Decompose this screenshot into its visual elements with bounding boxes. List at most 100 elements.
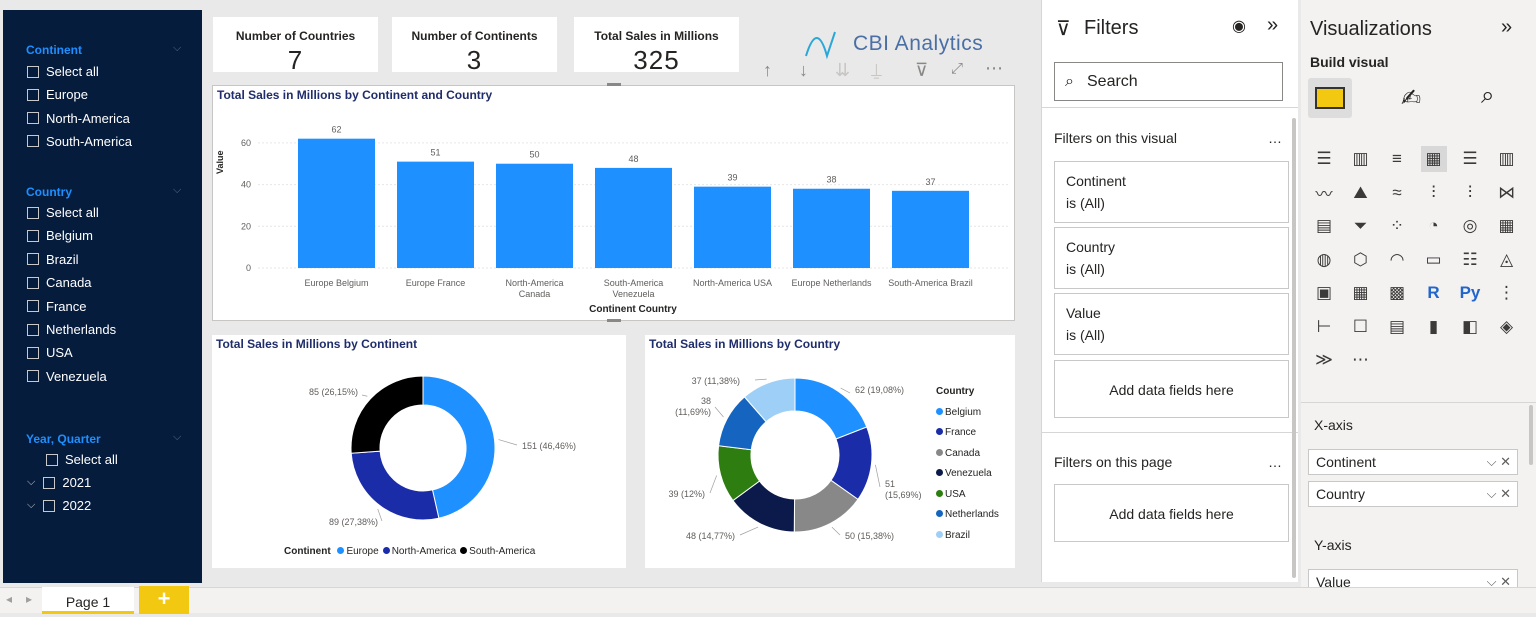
donut-slice[interactable] bbox=[743, 377, 796, 423]
checkbox[interactable] bbox=[27, 88, 39, 101]
remove-field-icon[interactable]: ⌵ ✕ bbox=[1486, 486, 1511, 501]
build-visual-tab[interactable] bbox=[1308, 78, 1352, 118]
100-column-chart-icon[interactable]: ▥ bbox=[1498, 149, 1515, 168]
filter-card-continent[interactable]: Continent is (All) bbox=[1054, 161, 1289, 223]
python-visual-icon[interactable]: Py bbox=[1459, 283, 1481, 302]
expand-chevron-icon[interactable]: ⌵ bbox=[27, 476, 36, 488]
remove-field-icon[interactable]: ⌵ ✕ bbox=[1486, 454, 1511, 469]
chevron-down-icon[interactable]: ⌵ bbox=[173, 42, 182, 54]
multi-row-card-icon[interactable]: ☷ bbox=[1462, 249, 1478, 269]
x-axis-field-country[interactable]: Country ⌵ ✕ bbox=[1308, 481, 1518, 507]
filter-search-input[interactable]: ⌕ Search bbox=[1054, 62, 1283, 101]
goals-icon[interactable]: ≫ bbox=[1315, 350, 1333, 369]
donut-slice[interactable] bbox=[350, 375, 424, 454]
format-visual-icon[interactable]: ✍ bbox=[1401, 85, 1422, 112]
legend-item[interactable]: France bbox=[936, 423, 999, 444]
legend-item[interactable]: Netherlands bbox=[936, 505, 999, 526]
focus-mode-icon[interactable]: ⤢ bbox=[951, 60, 964, 77]
stacked-column-chart-icon[interactable]: ▥ bbox=[1352, 149, 1369, 168]
more-visuals-icon[interactable]: ⋯ bbox=[1352, 350, 1369, 369]
chevron-left-icon[interactable]: ◂ bbox=[6, 592, 13, 606]
x-axis-field-continent[interactable]: Continent ⌵ ✕ bbox=[1308, 449, 1518, 475]
100-bar-chart-icon[interactable]: ☰ bbox=[1462, 149, 1478, 168]
treemap-icon[interactable]: ▦ bbox=[1498, 216, 1515, 235]
checkbox[interactable] bbox=[27, 253, 39, 266]
paginated-report-icon[interactable]: ▮ bbox=[1428, 316, 1439, 336]
stacked-bar-chart-icon[interactable]: ☰ bbox=[1316, 149, 1332, 168]
ribbon-chart-icon[interactable]: ⋈ bbox=[1498, 182, 1515, 202]
slicer-item-north-america[interactable]: North-America bbox=[27, 111, 130, 126]
slicer-item-select-all[interactable]: Select all bbox=[27, 64, 99, 79]
expand-chevron-icon[interactable]: ⌵ bbox=[27, 499, 36, 511]
bar[interactable] bbox=[496, 163, 573, 268]
legend-item[interactable]: North-America bbox=[382, 546, 456, 557]
expand-level-icon[interactable]: ⇊ bbox=[835, 60, 851, 80]
add-data-fields-visual[interactable]: Add data fields here bbox=[1054, 360, 1289, 418]
kpi-card-continents[interactable]: Number of Continents 3 bbox=[392, 17, 557, 75]
power-apps-icon[interactable]: ◧ bbox=[1461, 316, 1479, 336]
eye-icon[interactable]: ◉ bbox=[1232, 18, 1246, 35]
scrollbar[interactable] bbox=[1292, 118, 1296, 578]
more-options-icon[interactable]: … bbox=[1268, 130, 1282, 146]
line-chart-icon[interactable]: 〰 bbox=[1315, 185, 1333, 204]
donut-country-visual[interactable]: Total Sales in Millions by Country 62 (1… bbox=[645, 335, 1015, 568]
checkbox[interactable] bbox=[27, 135, 39, 148]
drill-down-icon[interactable]: ↓ bbox=[799, 60, 808, 80]
qa-icon[interactable]: ☐ bbox=[1352, 316, 1369, 336]
checkbox[interactable] bbox=[27, 112, 39, 125]
scatter-chart-icon[interactable]: ⁘ bbox=[1389, 216, 1405, 235]
filter-icon[interactable]: ⊽ bbox=[915, 60, 929, 80]
checkbox[interactable] bbox=[27, 300, 39, 313]
slicer-item-south-america[interactable]: South-America bbox=[27, 134, 132, 149]
matrix-icon[interactable]: ▩ bbox=[1388, 283, 1406, 302]
drill-up-icon[interactable]: ↑ bbox=[763, 60, 772, 80]
area-chart-icon[interactable]: ⛰ bbox=[1353, 182, 1368, 202]
clustered-column-chart-icon[interactable]: ▦ bbox=[1420, 146, 1447, 172]
scrollbar[interactable] bbox=[1529, 405, 1533, 465]
smart-narrative-icon[interactable]: ▤ bbox=[1388, 316, 1406, 336]
add-data-fields-page[interactable]: Add data fields here bbox=[1054, 484, 1289, 542]
slicer-item-canada[interactable]: Canada bbox=[27, 275, 92, 290]
slicer-item-brazil[interactable]: Brazil bbox=[27, 252, 79, 267]
checkbox[interactable] bbox=[27, 323, 39, 336]
r-visual-icon[interactable]: R bbox=[1427, 283, 1440, 302]
slicer-item-france[interactable]: France bbox=[27, 299, 86, 314]
line-column-chart-icon[interactable]: ⫶ bbox=[1431, 182, 1436, 202]
filled-map-icon[interactable]: ⬡ bbox=[1353, 249, 1368, 269]
slicer-icon[interactable]: ▣ bbox=[1315, 283, 1333, 302]
slicer-item-belgium[interactable]: Belgium bbox=[27, 228, 93, 243]
slicer-item-select-all[interactable]: Select all bbox=[27, 205, 99, 220]
slicer-item-select-all[interactable]: Select all bbox=[46, 452, 118, 467]
tab-page-1[interactable]: Page 1 bbox=[42, 587, 134, 614]
donut-continent-visual[interactable]: Total Sales in Millions by Continent 151… bbox=[212, 335, 626, 568]
bar[interactable] bbox=[892, 190, 969, 268]
funnel-icon[interactable]: ⏷ bbox=[1353, 216, 1368, 235]
checkbox[interactable] bbox=[43, 499, 56, 512]
legend-item[interactable]: Belgium bbox=[936, 403, 999, 424]
legend-item[interactable]: USA bbox=[936, 485, 999, 506]
donut-slice[interactable] bbox=[350, 450, 440, 521]
bar[interactable] bbox=[397, 161, 474, 268]
chevron-down-icon[interactable]: ⌵ bbox=[173, 431, 182, 443]
clustered-bar-chart-icon[interactable]: ≡ bbox=[1392, 149, 1402, 168]
gauge-icon[interactable]: ◠ bbox=[1389, 249, 1405, 269]
chevron-right-icon[interactable]: ▸ bbox=[26, 592, 33, 606]
resize-handle[interactable] bbox=[607, 83, 621, 86]
bar-chart-visual[interactable]: Total Sales in Millions by Continent and… bbox=[212, 85, 1015, 321]
analytics-icon[interactable]: ⌕ bbox=[1481, 82, 1495, 109]
slicer-item-2021[interactable]: ⌵ 2021 bbox=[27, 475, 91, 490]
bar[interactable] bbox=[595, 167, 672, 268]
checkbox[interactable] bbox=[46, 453, 58, 466]
bar[interactable] bbox=[793, 188, 870, 268]
checkbox[interactable] bbox=[27, 229, 39, 242]
checkbox[interactable] bbox=[27, 65, 39, 78]
slicer-item-europe[interactable]: Europe bbox=[27, 87, 88, 102]
kpi-card-sales[interactable]: Total Sales in Millions 325 bbox=[574, 17, 739, 75]
checkbox[interactable] bbox=[43, 476, 56, 489]
donut-slice[interactable] bbox=[422, 375, 496, 519]
decomposition-tree-icon[interactable]: ⊢ bbox=[1316, 316, 1332, 336]
checkbox[interactable] bbox=[27, 276, 39, 289]
slicer-item-netherlands[interactable]: Netherlands bbox=[27, 322, 116, 337]
stacked-area-chart-icon[interactable]: ≈ bbox=[1392, 182, 1402, 202]
checkbox[interactable] bbox=[27, 206, 39, 219]
